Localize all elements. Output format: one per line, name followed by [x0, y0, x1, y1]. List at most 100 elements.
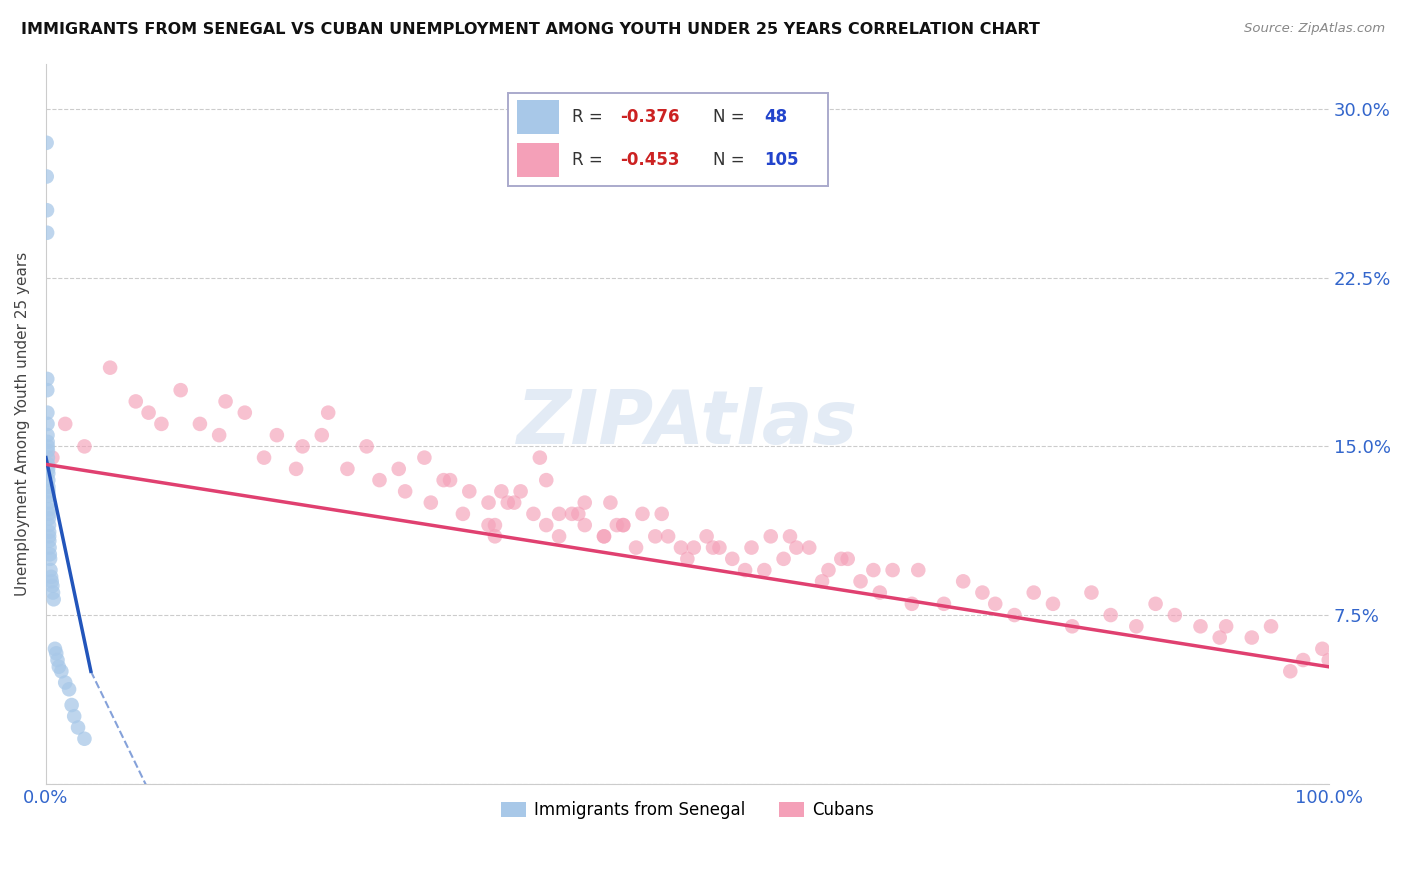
Point [567, 507, 589, 521]
Point [73, 439, 96, 453]
Point [503, 495, 526, 509]
Point [388, 462, 411, 476]
Point [759, 529, 782, 543]
Point [433, 473, 456, 487]
Point [214, 394, 236, 409]
Point [37, 417, 59, 431]
Point [1022, 585, 1045, 599]
Point [37, 480, 59, 494]
Point [772, 551, 794, 566]
Point [1004, 608, 1026, 623]
Point [734, 563, 756, 577]
Point [37, 428, 59, 442]
Point [606, 518, 628, 533]
Point [785, 541, 807, 555]
Text: Source: ZipAtlas.com: Source: ZipAtlas.com [1244, 22, 1385, 36]
Point [932, 597, 955, 611]
Point [477, 518, 499, 533]
Point [458, 484, 481, 499]
Point [972, 585, 994, 599]
Point [439, 473, 461, 487]
Point [651, 507, 673, 521]
Point [536, 518, 558, 533]
Point [150, 417, 173, 431]
Point [37, 450, 59, 465]
Point [41, 574, 63, 589]
Text: IMMIGRANTS FROM SENEGAL VS CUBAN UNEMPLOYMENT AMONG YOUTH UNDER 25 YEARS CORRELA: IMMIGRANTS FROM SENEGAL VS CUBAN UNEMPLO… [21, 22, 1040, 37]
Point [394, 484, 416, 499]
Point [509, 484, 531, 499]
Point [42, 592, 65, 607]
Point [882, 563, 904, 577]
Point [37, 458, 59, 472]
Point [311, 428, 333, 442]
Point [208, 428, 231, 442]
Point [529, 450, 551, 465]
Point [830, 551, 852, 566]
Point [548, 529, 571, 543]
Point [1189, 619, 1212, 633]
Point [37, 372, 59, 386]
Point [574, 518, 596, 533]
Point [291, 439, 314, 453]
Point [39, 570, 62, 584]
Legend: Immigrants from Senegal, Cubans: Immigrants from Senegal, Cubans [494, 795, 880, 826]
Point [451, 507, 474, 521]
Point [1099, 608, 1122, 623]
Point [811, 574, 834, 589]
Point [41, 450, 63, 465]
Point [37, 226, 59, 240]
Point [721, 551, 744, 566]
Point [45, 646, 67, 660]
Point [58, 682, 80, 697]
Y-axis label: Unemployment Among Youth under 25 years: Unemployment Among Youth under 25 years [15, 252, 30, 596]
Point [38, 533, 60, 548]
Point [38, 484, 60, 499]
Point [496, 495, 519, 509]
Point [561, 507, 583, 521]
Point [593, 529, 616, 543]
Point [593, 529, 616, 543]
Point [53, 675, 76, 690]
Point [67, 721, 90, 735]
Point [37, 383, 59, 397]
Point [1312, 641, 1334, 656]
Point [316, 406, 339, 420]
Point [39, 551, 62, 566]
Point [901, 597, 924, 611]
Point [37, 467, 59, 481]
Point [37, 439, 59, 453]
Point [35, 169, 58, 184]
Point [631, 507, 654, 521]
Point [522, 507, 544, 521]
Point [37, 462, 59, 476]
Point [46, 653, 69, 667]
Point [419, 495, 441, 509]
Point [779, 529, 801, 543]
Point [657, 529, 679, 543]
Point [38, 507, 60, 521]
Point [233, 406, 256, 420]
Point [41, 579, 63, 593]
Point [98, 360, 121, 375]
Point [849, 574, 872, 589]
Point [39, 563, 62, 577]
Point [709, 541, 731, 555]
Point [63, 709, 86, 723]
Point [676, 551, 699, 566]
Point [1215, 619, 1237, 633]
Point [1260, 619, 1282, 633]
Point [799, 541, 821, 555]
Point [536, 473, 558, 487]
Point [38, 529, 60, 543]
Point [1144, 597, 1167, 611]
Point [491, 484, 513, 499]
Point [484, 529, 506, 543]
Point [862, 563, 884, 577]
Point [35, 203, 58, 218]
Point [285, 462, 308, 476]
Point [37, 406, 59, 420]
Point [817, 563, 839, 577]
Point [484, 518, 506, 533]
Point [188, 417, 211, 431]
